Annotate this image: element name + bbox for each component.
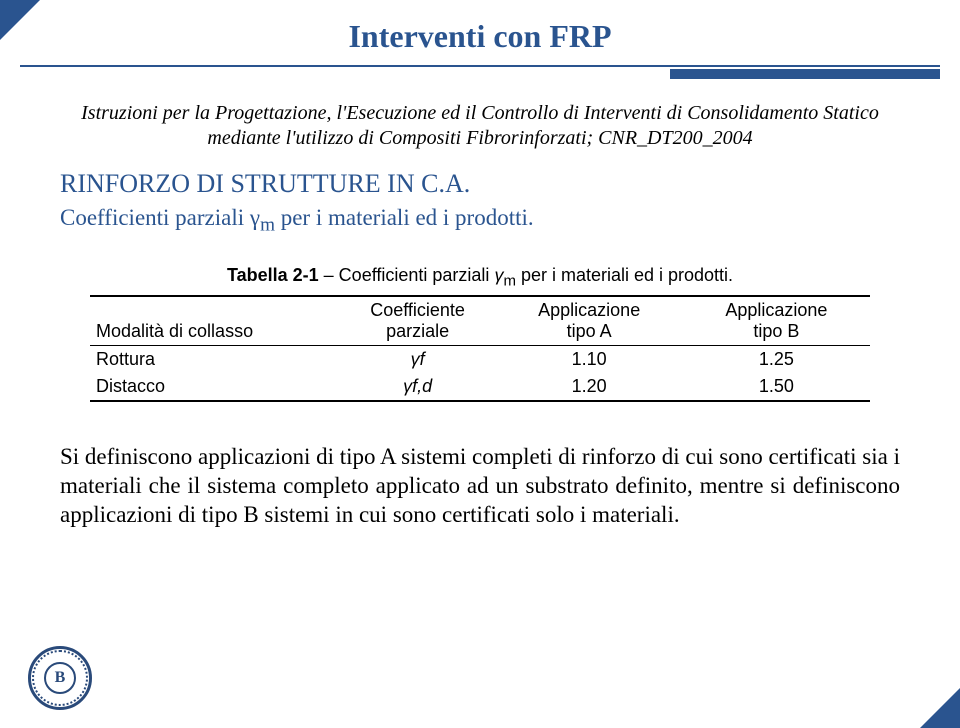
table-caption: Tabella 2-1 – Coefficienti parziali γm p… — [90, 265, 870, 290]
cell-b: 1.25 — [683, 345, 870, 373]
title-block: Interventi con FRP — [0, 0, 960, 79]
coefficients-table-wrap: Tabella 2-1 – Coefficienti parziali γm p… — [90, 265, 870, 402]
table-row: Distacco γf,d 1.20 1.50 — [90, 373, 870, 401]
corner-decoration-top-left — [0, 0, 40, 40]
subheading-gamma: γ — [250, 205, 260, 230]
title-underline-thick — [670, 69, 940, 79]
cell-a: 1.10 — [496, 345, 683, 373]
body-paragraph: Si definiscono applicazioni di tipo A si… — [60, 442, 900, 530]
cell-mode: Distacco — [90, 373, 340, 401]
cell-coef: γf,d — [340, 373, 496, 401]
logo-letter: B — [44, 662, 76, 694]
cell-mode: Rottura — [90, 345, 340, 373]
th-coef-line1: Coefficiente — [370, 300, 465, 320]
th-appa-line2: tipo A — [567, 321, 612, 341]
subheading-text-pre: Coefficienti parziali — [60, 205, 250, 230]
university-logo: B — [28, 646, 92, 710]
table-caption-sub: m — [503, 272, 516, 289]
coefficients-table: Modalità di collasso Coefficiente parzia… — [90, 295, 870, 401]
title-underline-thin — [20, 65, 940, 67]
cell-b: 1.50 — [683, 373, 870, 401]
th-appa-line1: Applicazione — [538, 300, 640, 320]
section-heading: RINFORZO DI STRUTTURE IN C.A. — [60, 169, 900, 199]
subheading-text-post: per i materiali ed i prodotti. — [275, 205, 534, 230]
title-underline — [20, 61, 940, 79]
table-header-row: Modalità di collasso Coefficiente parzia… — [90, 296, 870, 345]
th-coef: Coefficiente parziale — [340, 296, 496, 345]
cell-a: 1.20 — [496, 373, 683, 401]
table-caption-a: – Coefficienti parziali — [319, 265, 495, 285]
page-title: Interventi con FRP — [0, 18, 960, 55]
main-content: Istruzioni per la Progettazione, l'Esecu… — [0, 79, 960, 530]
th-appb-line2: tipo B — [753, 321, 799, 341]
corner-decoration-bottom-right — [920, 688, 960, 728]
table-row: Rottura γf 1.10 1.25 — [90, 345, 870, 373]
table-caption-label: Tabella 2-1 — [227, 265, 319, 285]
th-app-b: Applicazione tipo B — [683, 296, 870, 345]
cell-coef: γf — [340, 345, 496, 373]
subheading-subscript: m — [260, 215, 275, 236]
table-caption-b: per i materiali ed i prodotti. — [516, 265, 733, 285]
th-mode: Modalità di collasso — [90, 296, 340, 345]
th-appb-line1: Applicazione — [725, 300, 827, 320]
document-subtitle: Istruzioni per la Progettazione, l'Esecu… — [60, 101, 900, 151]
th-app-a: Applicazione tipo A — [496, 296, 683, 345]
th-coef-line2: parziale — [386, 321, 449, 341]
section-subheading: Coefficienti parziali γm per i materiali… — [60, 205, 900, 237]
